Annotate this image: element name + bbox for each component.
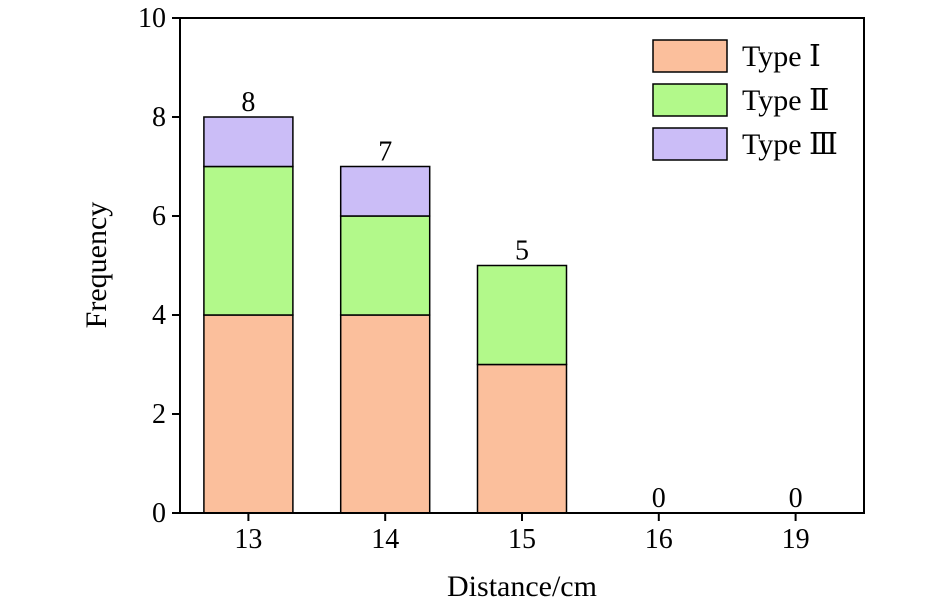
data-label-14: 7 [378,137,392,168]
y-tick-label-0: 0 [152,498,166,529]
y-tick-label-6: 6 [152,201,166,232]
bar-segment-1-13 [203,314,294,514]
legend-label-3: Type Ⅲ [742,128,838,161]
y-tick-label-8: 8 [152,102,166,133]
x-tick-label-14: 14 [371,524,399,555]
x-axis: 13 14 15 16 19 [234,513,810,555]
x-tick-label-16: 16 [645,524,673,555]
plot-area: 8 7 5 0 0 0 2 4 6 8 10 13 14 15 16 19 [138,3,865,555]
data-label-15: 5 [515,236,529,267]
data-labels: 8 7 5 0 0 [241,87,802,514]
legend: Type Ⅰ Type Ⅱ Type Ⅲ [652,39,838,161]
bar-segment-2-15 [476,264,568,366]
data-label-16: 0 [652,483,666,514]
legend-swatch-2 [652,83,728,117]
y-axis: 0 2 4 6 8 10 [138,3,180,529]
legend-swatch-1 [652,39,728,73]
bar-segment-3-14 [339,165,431,217]
data-label-13: 8 [241,87,255,118]
x-axis-title: Distance/cm [447,570,597,603]
x-tick-label-15: 15 [508,524,536,555]
bar-segment-2-14 [339,215,431,316]
bar-segment-2-13 [203,165,294,316]
legend-swatch-3 [652,127,728,161]
legend-label-1: Type Ⅰ [742,40,821,73]
bar-segment-3-13 [203,116,294,168]
x-tick-label-19: 19 [782,524,810,555]
legend-label-2: Type Ⅱ [742,84,829,117]
y-tick-label-4: 4 [152,300,166,331]
bar-segment-1-14 [339,314,431,514]
y-axis-title: Frequency [80,202,113,329]
y-tick-label-10: 10 [138,3,166,34]
y-tick-label-2: 2 [152,399,166,430]
data-label-19: 0 [789,483,803,514]
bar-segment-1-15 [476,363,568,514]
x-tick-label-13: 13 [234,524,262,555]
bars [203,116,568,514]
